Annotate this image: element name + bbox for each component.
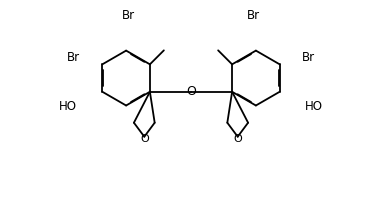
Text: Br: Br — [67, 51, 80, 64]
Text: HO: HO — [305, 100, 323, 113]
Text: HO: HO — [59, 100, 77, 113]
Text: O: O — [233, 134, 242, 144]
Text: Br: Br — [122, 9, 135, 22]
Text: O: O — [140, 134, 149, 144]
Text: Br: Br — [302, 51, 315, 64]
Text: O: O — [186, 85, 196, 98]
Text: Br: Br — [247, 9, 260, 22]
